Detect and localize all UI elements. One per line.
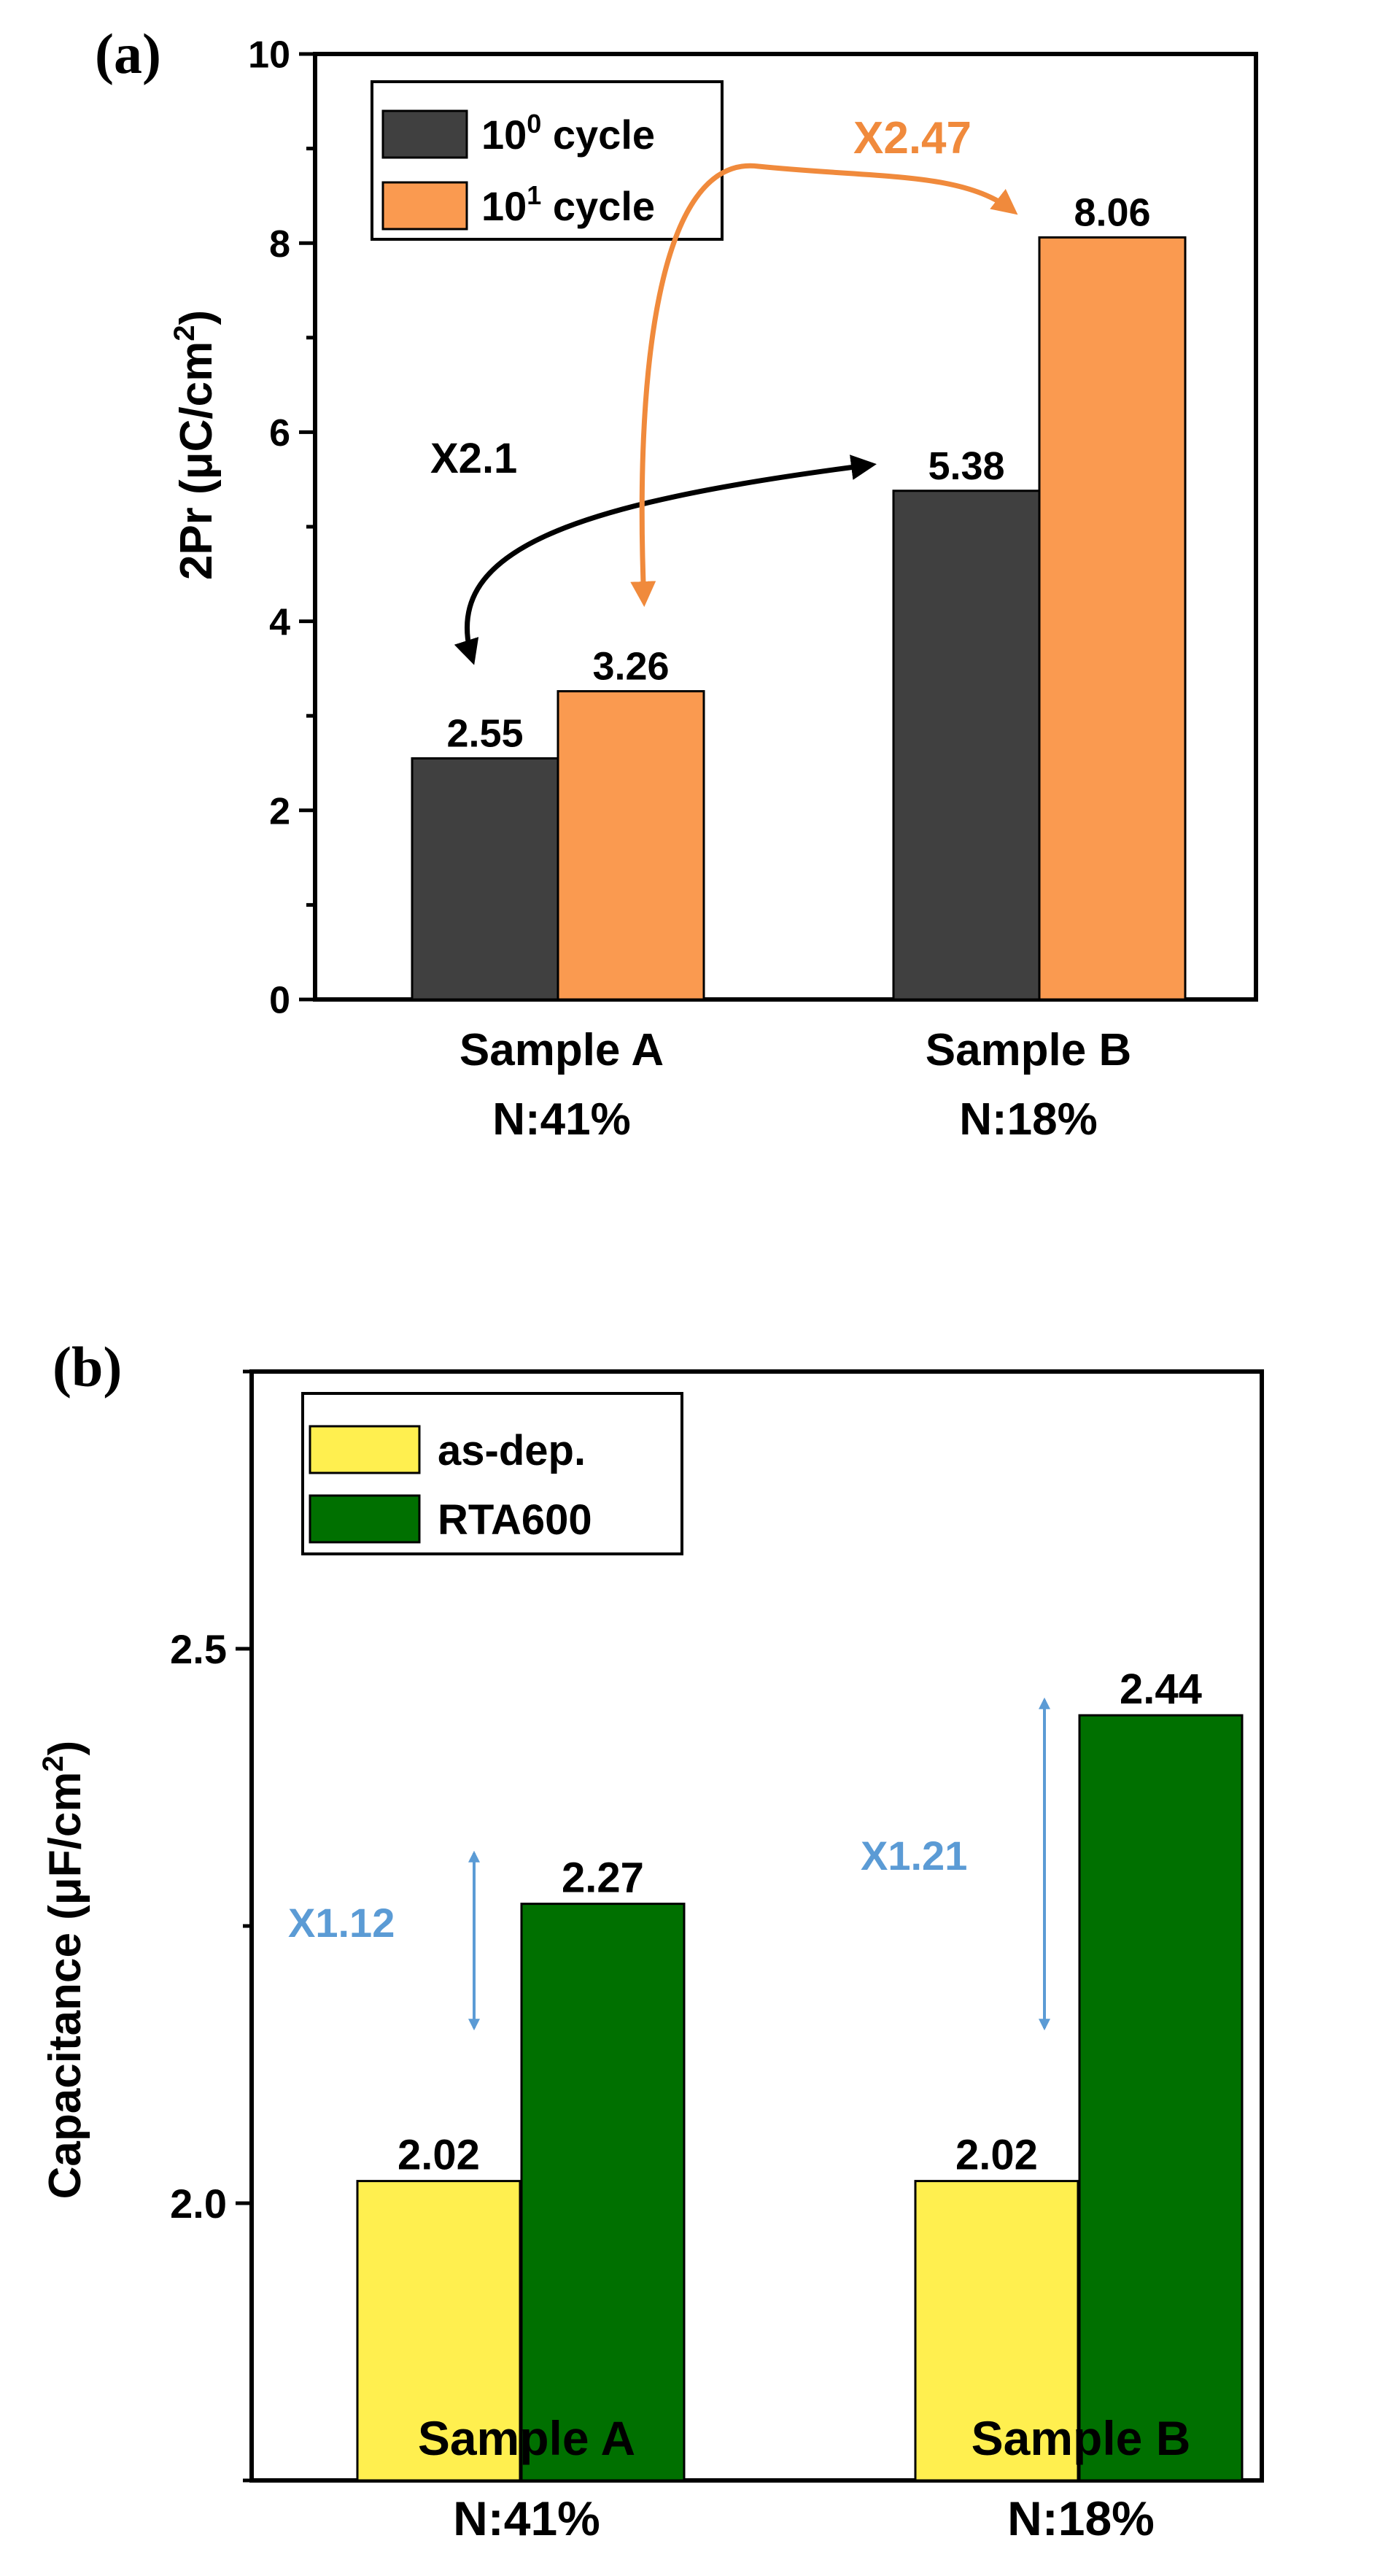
panel-a-y-tick-label: 6 <box>269 412 290 455</box>
panel-a-y-ticks: 0 2 4 6 8 10 <box>248 34 315 1022</box>
panel-a-label: (a) <box>95 22 161 85</box>
panel-a-category-label-sample-b: Sample B <box>926 1025 1132 1075</box>
panel-b-legend: as-dep. RTA600 <box>301 1392 683 1555</box>
panel-b-label: (b) <box>53 1335 122 1399</box>
panel-b-legend-swatch-rta600 <box>309 1494 421 1544</box>
panel-b-plot-frame <box>249 1369 1264 2483</box>
panel-a-ratio-arrow-cycle-0 <box>454 455 877 665</box>
panel-b-value-label-sample-b-as-dep: 2.02 <box>955 2132 1038 2179</box>
panel-b-y-ticks: 2.0 2.5 <box>170 1369 252 2483</box>
panel-a-y-tick-label: 2 <box>269 791 290 833</box>
panel-b: (b) Capacitance (μF/cm2) 2.0 2.5 2.02 2.2… <box>37 1335 1264 2545</box>
panel-a-legend-label-cycle-0: 100 cycle <box>481 109 655 158</box>
panel-b-bar-sample-b-rta600 <box>1078 1714 1244 2482</box>
panel-a-ratio-annotation-cycle-1: X2.47 <box>853 113 972 163</box>
panel-b-y-axis-label: Capacitance (μF/cm2) <box>37 1741 90 2200</box>
panel-a-y-tick-label: 4 <box>269 601 290 643</box>
panel-a-bar-sample-a-cycle-0 <box>411 757 559 1001</box>
panel-b-bar-sample-a-as-dep <box>356 2180 521 2482</box>
panel-a-legend-swatch-cycle-0 <box>381 109 468 159</box>
panel-a-y-axis-label: 2Pr (μC/cm2) <box>168 310 222 580</box>
panel-b-y-tick-label: 2.0 <box>170 2181 227 2227</box>
panel-a-bar-sample-b-cycle-0 <box>892 490 1041 1001</box>
panel-a-legend-label-cycle-1: 101 cycle <box>481 180 655 229</box>
panel-b-legend-label-rta600: RTA600 <box>438 1496 592 1544</box>
panel-b-y-tick-label: 2.5 <box>170 1626 227 1672</box>
panel-a-value-label-sample-a-cycle-0: 2.55 <box>446 712 523 756</box>
panel-a-y-tick-label: 10 <box>248 34 290 77</box>
panel-a-value-label-sample-b-cycle-1: 8.06 <box>1074 190 1150 234</box>
panel-b-value-label-sample-b-rta600: 2.44 <box>1120 1666 1202 1713</box>
panel-a-value-label-sample-b-cycle-0: 5.38 <box>928 444 1004 488</box>
panel-a-ratio-arrow-cycle-1 <box>630 163 1018 607</box>
panel-b-category-sublabel-sample-a: N:41% <box>453 2491 600 2545</box>
panel-a-ratio-annotation-cycle-0: X2.1 <box>430 435 517 482</box>
panel-b-value-label-sample-a-rta600: 2.27 <box>562 1854 644 1902</box>
panel-b-category-label-sample-a: Sample A <box>418 2411 635 2465</box>
panel-b-ratio-annotation-sample-b: X1.21 <box>861 1833 967 1879</box>
panel-b-legend-label-as-dep: as-dep. <box>438 1427 586 1474</box>
panel-a-value-label-sample-a-cycle-1: 3.26 <box>592 645 669 689</box>
panel-b-legend-swatch-as-dep <box>309 1425 421 1474</box>
panel-a-y-tick-label: 8 <box>269 223 290 266</box>
panel-a-plot-frame <box>313 52 1258 1002</box>
panel-b-bar-sample-b-as-dep <box>914 2180 1079 2482</box>
panel-a-category-sublabel-sample-b: N:18% <box>959 1094 1098 1145</box>
panel-a-category-label-sample-a: Sample A <box>459 1025 664 1075</box>
panel-a-y-tick-label: 0 <box>269 980 290 1022</box>
panel-a-bar-sample-b-cycle-1 <box>1038 236 1187 1001</box>
panel-b-ratio-annotation-sample-a: X1.12 <box>288 1900 395 1946</box>
panel-a-category-sublabel-sample-a: N:41% <box>492 1094 631 1145</box>
panel-b-value-label-sample-a-as-dep: 2.02 <box>398 2132 480 2179</box>
panel-a-bar-sample-a-cycle-1 <box>557 690 705 1001</box>
panel-b-category-sublabel-sample-b: N:18% <box>1007 2491 1155 2545</box>
panel-a-legend-swatch-cycle-1 <box>381 181 468 231</box>
panel-b-bar-sample-a-rta600 <box>520 1903 686 2482</box>
panel-b-category-label-sample-b: Sample B <box>972 2411 1191 2465</box>
panel-a-legend: 100 cycle 101 cycle <box>371 80 724 241</box>
